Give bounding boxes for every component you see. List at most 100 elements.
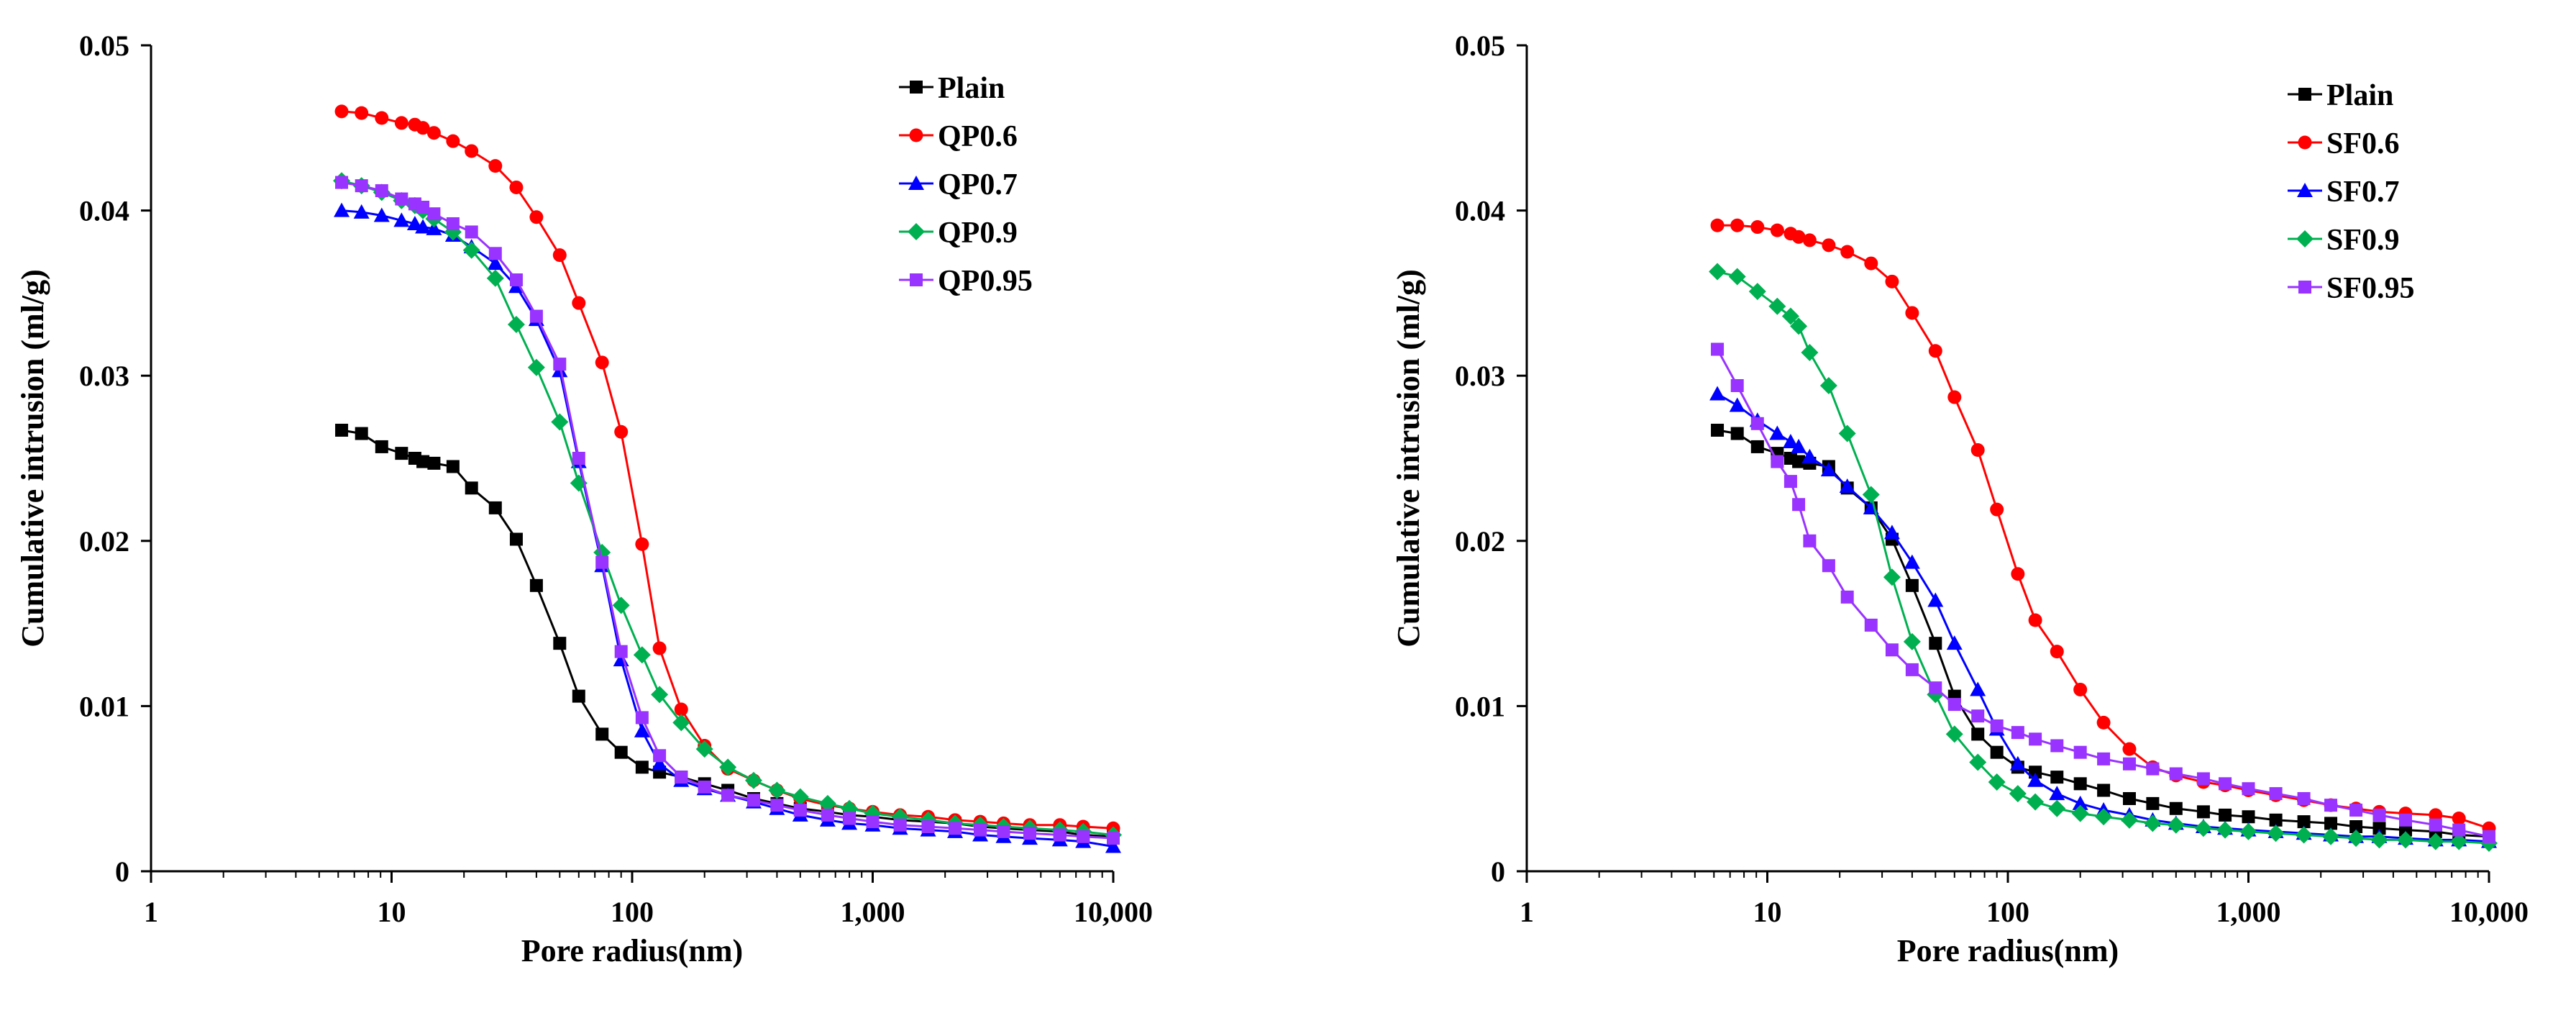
legend-marker — [2298, 135, 2312, 150]
x-tick-label: 10 — [1753, 896, 1782, 928]
data-point — [2072, 795, 2088, 810]
data-point — [446, 217, 460, 230]
x-tick-label: 10,000 — [1074, 896, 1153, 928]
data-point — [719, 758, 737, 776]
data-point — [674, 702, 688, 717]
data-point — [2027, 772, 2044, 787]
data-point — [2071, 804, 2089, 822]
legend-label: Plain — [2326, 79, 2393, 112]
data-point — [527, 358, 545, 376]
data-point — [2029, 766, 2042, 779]
data-point — [2196, 805, 2210, 819]
data-point — [2048, 799, 2066, 817]
data-point — [1946, 635, 1963, 650]
data-point — [1802, 233, 1817, 247]
data-point — [373, 207, 390, 222]
legend-label: QP0.95 — [938, 265, 1033, 298]
data-point — [2028, 613, 2042, 627]
data-point — [446, 134, 460, 148]
legend-entry: Plain — [899, 72, 1005, 105]
data-point — [1839, 478, 1855, 494]
data-point — [353, 204, 370, 219]
data-point — [572, 689, 585, 703]
data-point — [2324, 817, 2338, 830]
data-point — [1885, 643, 1899, 657]
data-point — [2097, 752, 2111, 766]
data-point — [1905, 306, 1919, 320]
data-point — [2011, 567, 2025, 581]
data-point — [509, 273, 523, 287]
data-point — [653, 749, 667, 763]
data-point — [1820, 462, 1837, 477]
data-point — [2242, 782, 2255, 796]
data-point — [1730, 218, 1745, 232]
data-point — [393, 212, 410, 227]
data-point — [2372, 808, 2386, 822]
x-tick-label: 100 — [611, 896, 654, 928]
chart-left: 0 0.01 0.02 0.03 0.04 0.05 1 10 100 1,000 10,000 Po… — [15, 29, 1153, 968]
data-point — [1781, 307, 1799, 325]
data-point — [465, 144, 479, 158]
y-tick-label: 0.04 — [79, 195, 129, 227]
data-point — [2347, 830, 2365, 848]
data-point — [675, 771, 688, 784]
data-point — [2073, 745, 2087, 759]
data-point — [2398, 813, 2412, 827]
data-point — [2295, 826, 2313, 844]
data-point — [2297, 815, 2311, 829]
data-point — [2049, 786, 2065, 801]
legend-marker — [2296, 230, 2314, 247]
legend-label: SF0.95 — [2326, 272, 2415, 305]
data-point — [488, 247, 502, 260]
y-tick-label: 0.05 — [1455, 29, 1505, 62]
data-point — [1970, 443, 1985, 458]
data-point — [768, 781, 786, 799]
data-point — [595, 555, 609, 569]
y-tick-label: 0.02 — [1455, 525, 1505, 558]
data-point — [1838, 424, 1856, 442]
data-point — [635, 537, 649, 551]
data-point — [375, 440, 388, 453]
data-point — [635, 760, 649, 774]
data-point — [1107, 832, 1120, 845]
data-point — [2398, 823, 2412, 837]
data-point — [614, 645, 628, 658]
series-plain — [335, 423, 1120, 843]
data-point — [1077, 830, 1090, 843]
data-point — [1927, 592, 1944, 607]
data-point — [770, 799, 784, 812]
x-tick-label: 1,000 — [841, 896, 905, 928]
data-point — [553, 637, 567, 650]
data-point — [1905, 663, 1919, 676]
data-point — [1840, 245, 1855, 259]
x-tick-label: 100 — [1986, 896, 2029, 928]
y-tick-label: 0 — [115, 855, 129, 888]
data-point — [488, 159, 503, 173]
data-point — [1969, 753, 1987, 771]
series-line — [1717, 429, 2490, 838]
data-point — [395, 192, 408, 206]
data-point — [1710, 218, 1725, 232]
data-point — [416, 455, 430, 468]
legend-entry: SF0.9 — [2288, 224, 2400, 257]
data-point — [2097, 783, 2111, 797]
legend-marker — [910, 273, 923, 286]
data-point — [1748, 283, 1766, 301]
data-point — [488, 501, 502, 514]
series-sf0-95 — [1711, 342, 2495, 843]
data-point — [1790, 317, 1808, 335]
data-point — [1883, 568, 1901, 586]
data-point — [1905, 578, 1919, 592]
data-point — [1803, 534, 1817, 548]
data-point — [1885, 274, 1899, 289]
data-point — [1970, 681, 1986, 696]
data-point — [672, 714, 690, 732]
data-point — [551, 413, 569, 431]
data-point — [1822, 238, 1836, 253]
data-point — [2167, 816, 2185, 834]
data-point — [2122, 791, 2136, 805]
data-point — [721, 789, 735, 802]
data-point — [415, 219, 431, 234]
data-point — [2196, 772, 2210, 786]
